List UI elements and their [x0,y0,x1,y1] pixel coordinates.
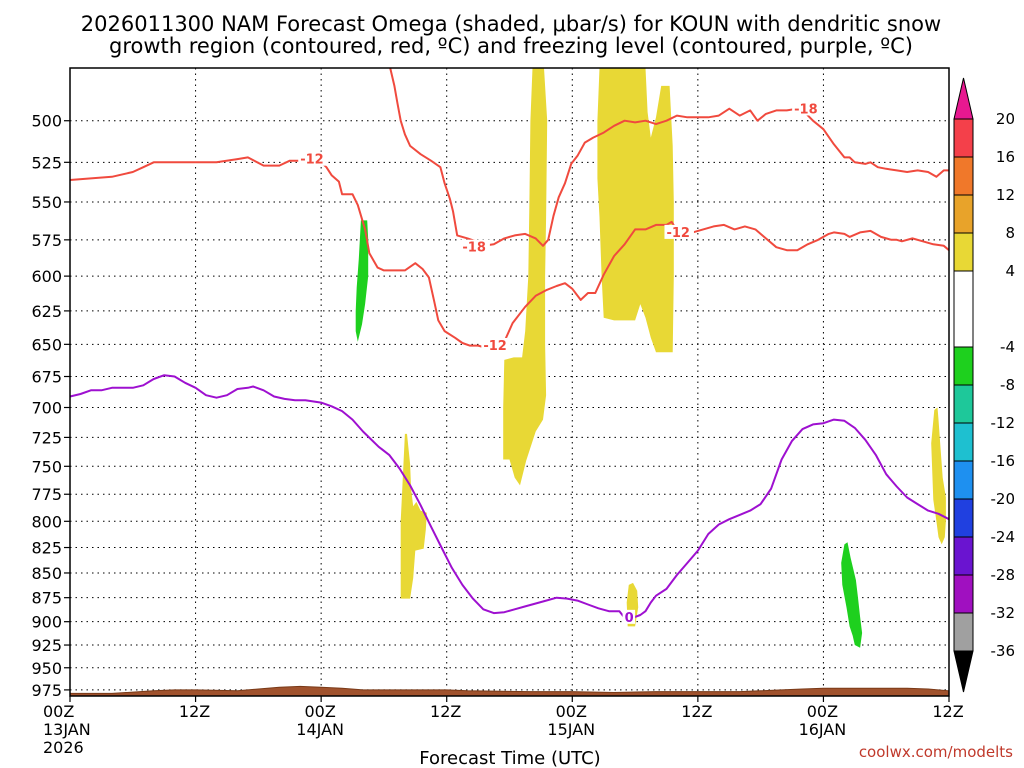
y-tick-label-18: 950 [31,659,62,678]
contour-label-0-0: -12 [300,153,324,168]
x-axis-title: Forecast Time (UTC) [419,748,600,768]
contour-label-0-2: -12 [666,226,690,241]
colorbar-bin-7 [953,422,974,462]
y-tick-label-11: 775 [31,485,62,504]
colorbar-bin-1 [953,156,974,196]
y-tick-label-14: 850 [31,564,62,583]
y-tick-label-10: 750 [31,457,62,476]
x-tick-label-0-3: 2026 [43,738,84,757]
vertical-gridlines [195,68,824,696]
colorbar-label-0: 20 [996,110,1015,128]
colorbar-bottom-arrow [953,650,974,693]
contour-line-0 [69,156,950,348]
x-tick-label-0-2: 13JAN [43,720,91,739]
y-tick-label-1: 525 [31,153,62,172]
y-tick-label-3: 575 [31,231,62,250]
y-tick-label-5: 625 [31,302,62,321]
y-tick-label-13: 825 [31,539,62,558]
colorbar-label-1: 16 [996,148,1015,166]
x-tick-label-3-1: 12Z [430,702,461,721]
colorbar-top-arrow [953,77,974,120]
y-tick-label-17: 925 [31,636,62,655]
plot-frame [69,67,950,697]
x-tick-label-1-1: 12Z [179,702,210,721]
colorbar-label-8: -16 [991,452,1016,470]
y-tick-label-7: 675 [31,368,62,387]
omega-region-yellow-15jan-a [503,68,548,486]
colorbar-label-3: 8 [1005,224,1015,242]
colorbar-label-5: -4 [1000,338,1015,356]
colorbar-label-10: -24 [991,528,1016,546]
contour-line-2 [69,374,950,619]
x-tick-label-5-1: 12Z [681,702,712,721]
x-tick-label-4-2: 15JAN [547,720,595,739]
colorbar-bin-0 [953,118,974,158]
x-tick-label-2-2: 14JAN [296,720,344,739]
colorbar-bin-2 [953,194,974,234]
colorbar-bin-4 [953,270,974,348]
colorbar-label-6: -8 [1000,376,1015,394]
colorbar-label-12: -32 [991,604,1016,622]
x-tick-label-6-1: 00Z [807,702,838,721]
x-tick-label-4-1: 00Z [556,702,587,721]
colorbar-bin-11 [953,574,974,614]
colorbar-bin-12 [953,612,974,652]
x-tick-label-0-1: 00Z [43,702,74,721]
chart-title-line-1: 2026011300 NAM Forecast Omega (shaded, μ… [81,12,941,36]
colorbar-bin-9 [953,498,974,538]
colorbar-label-2: 12 [996,186,1015,204]
y-axis-ticks: 500 525 550 575 600 625 650 675 700 725 750 775 800 8… [31,112,70,700]
y-tick-label-9: 725 [31,428,62,447]
x-tick-label-2-1: 00Z [304,702,335,721]
y-tick-label-0: 500 [31,112,62,131]
contour-label-bg-1-0 [460,239,490,254]
chart-title-line-2: growth region (contoured, red, ºC) and f… [109,34,913,58]
omega-colorbar: 20 16 12 8 4 -4 -8 -12 -16 -20 -24 -28 -32 -36 [953,77,1016,693]
ground-fill [69,685,950,697]
omega-region-yellow-15jan-b [597,68,674,353]
y-tick-label-12: 800 [31,512,62,531]
colorbar-bin-8 [953,460,974,500]
colorbar-bin-5 [953,346,974,386]
y-tick-label-6: 650 [31,335,62,354]
contour-label-2-0: 0 [625,611,634,626]
y-tick-label-2: 550 [31,193,62,212]
colorbar-bin-6 [953,384,974,424]
contour-label-bg-0-2 [664,224,694,239]
source-credit[interactable]: coolwx.com/modelts [859,743,1013,761]
y-tick-label-4: 600 [31,267,62,286]
y-tick-label-16: 900 [31,613,62,632]
contour-labels: -12 -12 -12 -18 -18 0 [298,101,822,626]
omega-region-yellow-14jan [400,433,427,599]
colorbar-label-11: -28 [991,566,1016,584]
colorbar-label-7: -12 [991,414,1016,432]
colorbar-bin-3 [953,232,974,272]
colorbar-label-13: -36 [991,642,1016,660]
contour-label-1-1: -18 [794,102,818,117]
y-tick-label-8: 700 [31,398,62,417]
contour-label-bg-1-1 [792,101,822,116]
x-tick-label-6-2: 16JAN [799,720,847,739]
y-tick-label-19: 975 [31,681,62,700]
contour-label-bg-0-1 [481,337,511,352]
omega-region-green-14jan [355,220,369,342]
contour-line-1 [389,67,949,247]
contour-label-1-0: -18 [462,241,486,256]
contour-label-bg-2-0 [622,609,636,624]
omega-region-yellow-16jan [931,407,946,545]
colorbar-bin-10 [953,536,974,576]
y-tick-label-15: 875 [31,589,62,608]
contour-label-0-1: -12 [483,339,507,354]
ground-surface-area [69,685,950,697]
colorbar-label-4: 4 [1005,262,1015,280]
omega-shading [355,68,946,648]
colorbar-label-9: -20 [991,490,1016,508]
contour-label-bg-0-0 [298,151,328,166]
x-tick-label-7-1: 12Z [932,702,963,721]
omega-region-green-16jan [841,542,863,648]
